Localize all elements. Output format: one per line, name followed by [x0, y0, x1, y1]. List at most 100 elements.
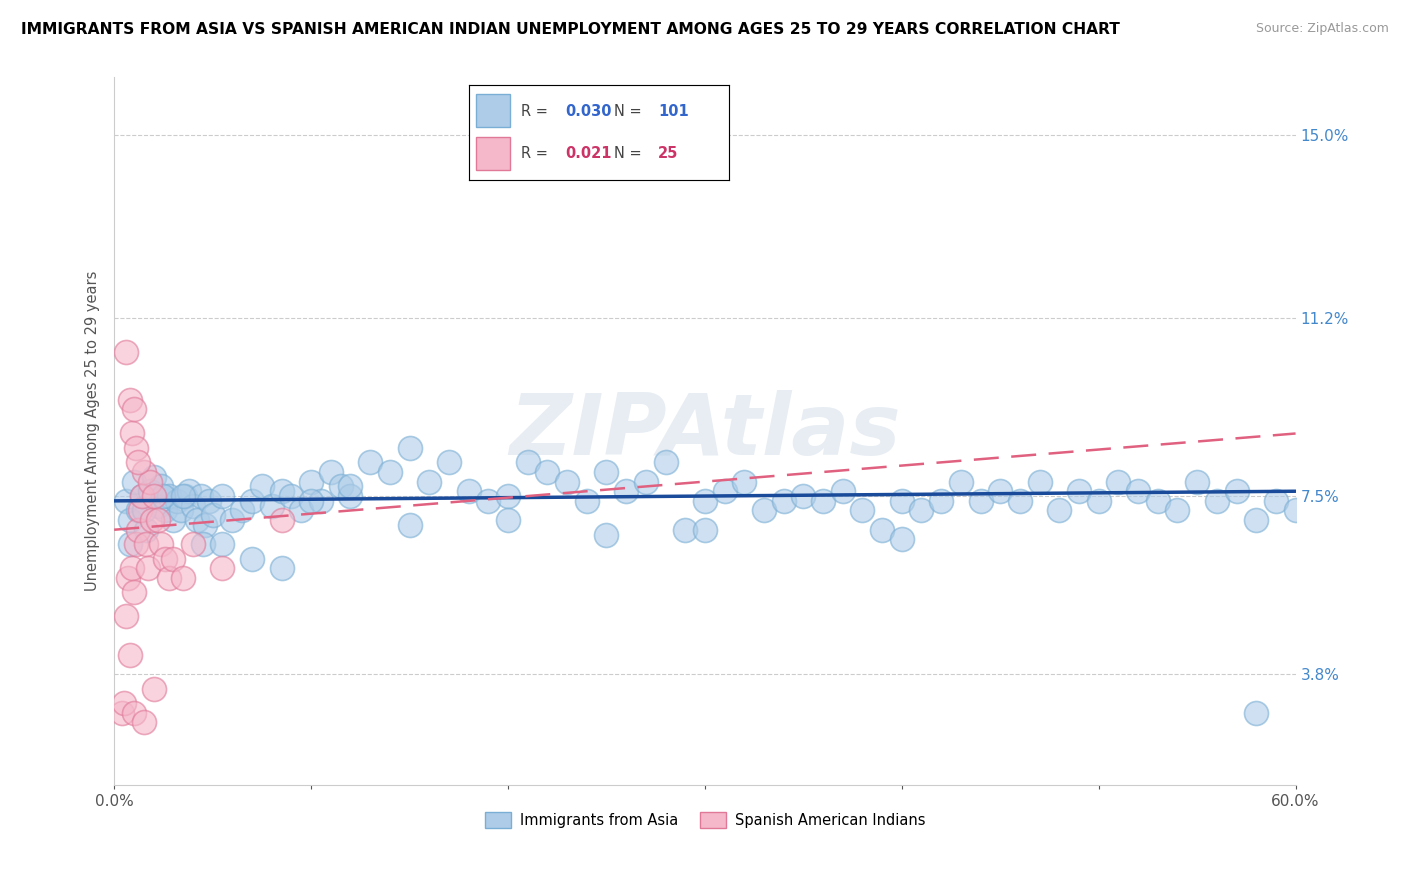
Point: [138, 475, 160, 489]
Point: [733, 475, 755, 489]
Point: [1107, 475, 1129, 489]
Point: [309, 494, 332, 508]
Point: [122, 706, 145, 720]
Point: [1244, 706, 1267, 720]
Point: [811, 494, 834, 508]
Point: [118, 648, 141, 662]
Point: [197, 494, 219, 508]
Point: [457, 484, 479, 499]
Point: [929, 494, 952, 508]
Point: [152, 489, 174, 503]
Point: [162, 551, 184, 566]
Point: [118, 513, 141, 527]
Point: [121, 561, 143, 575]
Point: [290, 503, 312, 517]
Point: [496, 489, 519, 503]
Point: [792, 489, 814, 503]
Point: [240, 494, 263, 508]
Point: [398, 517, 420, 532]
Point: [157, 489, 180, 503]
Point: [437, 455, 460, 469]
Point: [125, 537, 148, 551]
Point: [536, 465, 558, 479]
Point: [516, 455, 538, 469]
Point: [211, 537, 233, 551]
Point: [634, 475, 657, 489]
Point: [135, 537, 157, 551]
Point: [118, 537, 141, 551]
Point: [713, 484, 735, 499]
Point: [949, 475, 972, 489]
Point: [136, 561, 159, 575]
Point: [191, 537, 214, 551]
Point: [1205, 494, 1227, 508]
Point: [127, 523, 149, 537]
Point: [155, 551, 177, 566]
Text: Source: ZipAtlas.com: Source: ZipAtlas.com: [1256, 22, 1389, 36]
Point: [319, 465, 342, 479]
Point: [1087, 494, 1109, 508]
Text: ZIPAtlas: ZIPAtlas: [509, 390, 901, 473]
Point: [595, 527, 617, 541]
Point: [1225, 484, 1247, 499]
Y-axis label: Unemployment Among Ages 25 to 29 years: Unemployment Among Ages 25 to 29 years: [86, 271, 100, 591]
Point: [339, 489, 361, 503]
Point: [150, 537, 173, 551]
Point: [162, 513, 184, 527]
Text: IMMIGRANTS FROM ASIA VS SPANISH AMERICAN INDIAN UNEMPLOYMENT AMONG AGES 25 TO 29: IMMIGRANTS FROM ASIA VS SPANISH AMERICAN…: [21, 22, 1121, 37]
Point: [270, 484, 292, 499]
Point: [122, 402, 145, 417]
Point: [172, 571, 194, 585]
Point: [1244, 513, 1267, 527]
Point: [910, 503, 932, 517]
Point: [969, 494, 991, 508]
Point: [1146, 494, 1168, 508]
Point: [132, 715, 155, 730]
Point: [157, 571, 180, 585]
Point: [752, 503, 775, 517]
Point: [359, 455, 381, 469]
Point: [654, 455, 676, 469]
Point: [299, 494, 322, 508]
Point: [1264, 494, 1286, 508]
Point: [201, 508, 224, 523]
Point: [211, 561, 233, 575]
Point: [221, 513, 243, 527]
Point: [1028, 475, 1050, 489]
Point: [693, 494, 716, 508]
Point: [174, 489, 197, 503]
Point: [270, 561, 292, 575]
Point: [142, 470, 165, 484]
Point: [170, 503, 193, 517]
Point: [280, 489, 302, 503]
Point: [299, 475, 322, 489]
Point: [496, 513, 519, 527]
Point: [870, 523, 893, 537]
Point: [127, 503, 149, 517]
Point: [117, 571, 139, 585]
Point: [1284, 503, 1306, 517]
Point: [121, 426, 143, 441]
Point: [177, 484, 200, 499]
Point: [555, 475, 578, 489]
Point: [260, 499, 283, 513]
Point: [142, 489, 165, 503]
Point: [166, 494, 188, 508]
Point: [118, 392, 141, 407]
Point: [132, 465, 155, 479]
Point: [115, 609, 138, 624]
Point: [988, 484, 1011, 499]
Point: [122, 585, 145, 599]
Point: [111, 706, 134, 720]
Point: [135, 523, 157, 537]
Point: [614, 484, 637, 499]
Point: [127, 455, 149, 469]
Point: [240, 551, 263, 566]
Point: [115, 344, 138, 359]
Point: [112, 696, 135, 710]
Point: [378, 465, 401, 479]
Point: [772, 494, 794, 508]
Point: [693, 523, 716, 537]
Point: [250, 479, 273, 493]
Point: [1047, 503, 1070, 517]
